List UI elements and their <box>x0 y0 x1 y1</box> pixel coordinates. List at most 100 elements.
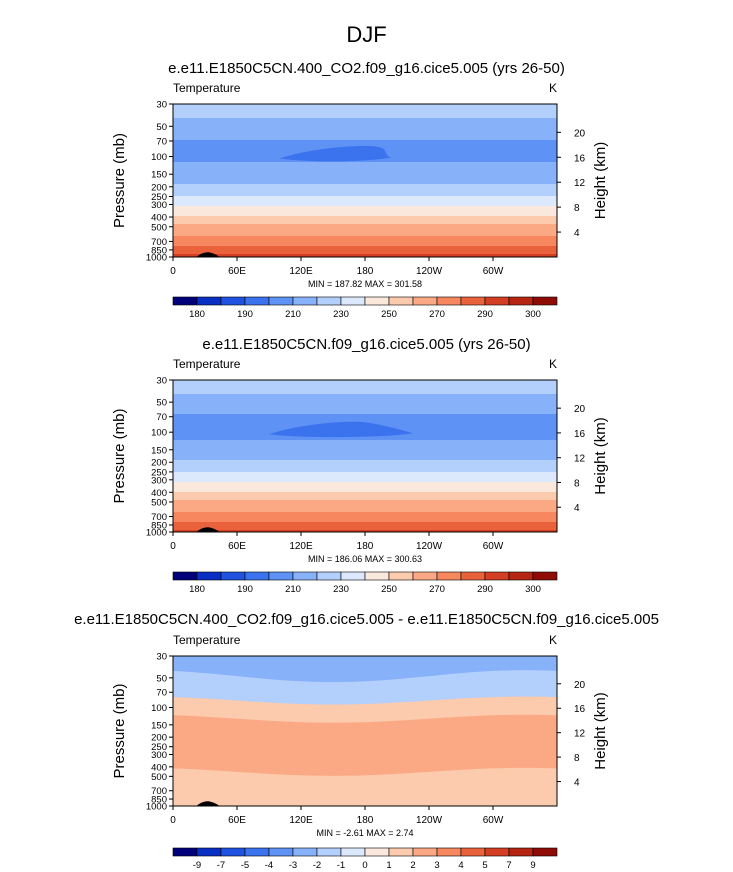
contour-band <box>173 396 557 399</box>
x-tick-label: 180 <box>357 815 374 826</box>
y-tick-label: 500 <box>151 497 167 508</box>
colorbar-swatch <box>412 296 438 306</box>
contour-band <box>173 114 557 117</box>
colorbar-swatch <box>340 296 366 306</box>
colorbar-swatch <box>292 571 318 581</box>
y2-tick-label: 12 <box>574 178 586 189</box>
colorbar-swatch <box>484 296 510 306</box>
colorbar-swatch <box>460 571 486 581</box>
colorbar-label: 9 <box>530 860 535 871</box>
cold-core-contour <box>269 421 413 438</box>
y-tick-label: 200 <box>151 458 167 469</box>
colorbar-swatch <box>244 571 270 581</box>
y-tick-label: 700 <box>151 786 167 797</box>
contour-band <box>173 184 557 187</box>
y-tick-label: 300 <box>151 750 167 761</box>
y-tick-label: 400 <box>151 213 167 224</box>
contour-band <box>173 116 557 119</box>
colorbar-swatch <box>220 571 246 581</box>
plot-area <box>173 104 557 257</box>
y2-axis-title: Height (km) <box>592 142 609 220</box>
contour-band <box>173 214 557 217</box>
y-tick-label: 250 <box>151 467 167 478</box>
contour-band <box>173 438 557 441</box>
contour-band <box>173 494 557 497</box>
y-tick-label: 200 <box>151 182 167 193</box>
contour-band <box>173 390 557 393</box>
colorbar-swatch <box>268 296 294 306</box>
colorbar-label: 250 <box>381 309 397 320</box>
plot-area <box>173 380 557 532</box>
panel-1-chart: 3050701001502002503004005007008501000Pre… <box>111 81 609 320</box>
y2-tick-label: 4 <box>574 503 580 514</box>
y2-tick-label: 8 <box>574 203 580 214</box>
colorbar-swatch <box>388 847 414 857</box>
plot-area <box>173 656 557 806</box>
colorbar-swatch <box>532 847 558 857</box>
y-tick-label: 200 <box>151 733 167 744</box>
y-tick-label: 400 <box>151 762 167 773</box>
contour-band <box>173 230 557 233</box>
contour-band <box>173 380 557 383</box>
y-tick-label: 700 <box>151 237 167 248</box>
x-tick-label: 0 <box>170 541 176 552</box>
contour-band <box>173 500 557 503</box>
contour-band <box>173 190 557 193</box>
contour-band <box>173 400 557 403</box>
y2-tick-label: 16 <box>574 704 586 715</box>
units-label: K <box>549 81 557 95</box>
colorbar-label: 4 <box>458 860 463 871</box>
colorbar-label: -9 <box>193 860 201 871</box>
x-tick-label: 120E <box>289 266 313 277</box>
contour-band <box>173 104 557 107</box>
contour-band <box>173 238 557 241</box>
y-tick-label: 70 <box>156 688 167 699</box>
x-tick-label: 120W <box>416 815 443 826</box>
contour-band <box>173 160 557 163</box>
contour-band <box>173 198 557 201</box>
contour-band <box>173 470 557 473</box>
contour-band <box>173 242 557 245</box>
contour-band <box>173 518 557 521</box>
x-tick-label: 180 <box>357 266 374 277</box>
contour-band <box>173 124 557 127</box>
contour-band <box>173 504 557 507</box>
contour-band <box>173 206 557 209</box>
y-tick-label: 150 <box>151 720 167 731</box>
contour-band <box>173 178 557 181</box>
contour-band <box>173 202 557 205</box>
contour-band <box>173 106 557 109</box>
y2-tick-label: 20 <box>574 128 586 139</box>
colorbar-swatch <box>196 571 222 581</box>
contour-band <box>173 176 557 179</box>
contour-band <box>173 436 557 439</box>
contour-band <box>173 392 557 395</box>
difference-band <box>173 767 557 806</box>
x-tick-label: 120E <box>289 541 313 552</box>
x-tick-label: 0 <box>170 266 176 277</box>
contour-band <box>173 194 557 197</box>
contour-band <box>173 222 557 225</box>
x-tick-label: 120W <box>416 541 443 552</box>
y-tick-label: 150 <box>151 445 167 456</box>
colorbar-label: -1 <box>337 860 345 871</box>
contour-band <box>173 486 557 489</box>
colorbar-label: 230 <box>333 584 349 595</box>
contour-band <box>173 138 557 141</box>
y2-tick-label: 8 <box>574 478 580 489</box>
y-tick-label: 300 <box>151 200 167 211</box>
y-tick-label: 50 <box>156 398 167 409</box>
contour-band <box>173 524 557 527</box>
contour-band <box>173 226 557 229</box>
colorbar-swatch <box>220 296 246 306</box>
contour-band <box>173 228 557 231</box>
y-tick-label: 50 <box>156 673 167 684</box>
contour-band <box>173 472 557 475</box>
y2-tick-label: 16 <box>574 153 586 164</box>
colorbar-label: -2 <box>313 860 321 871</box>
contour-band <box>173 446 557 449</box>
contour-band <box>173 120 557 123</box>
colorbar-label: 270 <box>429 309 445 320</box>
contour-band <box>173 502 557 505</box>
colorbar-label: 0 <box>362 860 367 871</box>
